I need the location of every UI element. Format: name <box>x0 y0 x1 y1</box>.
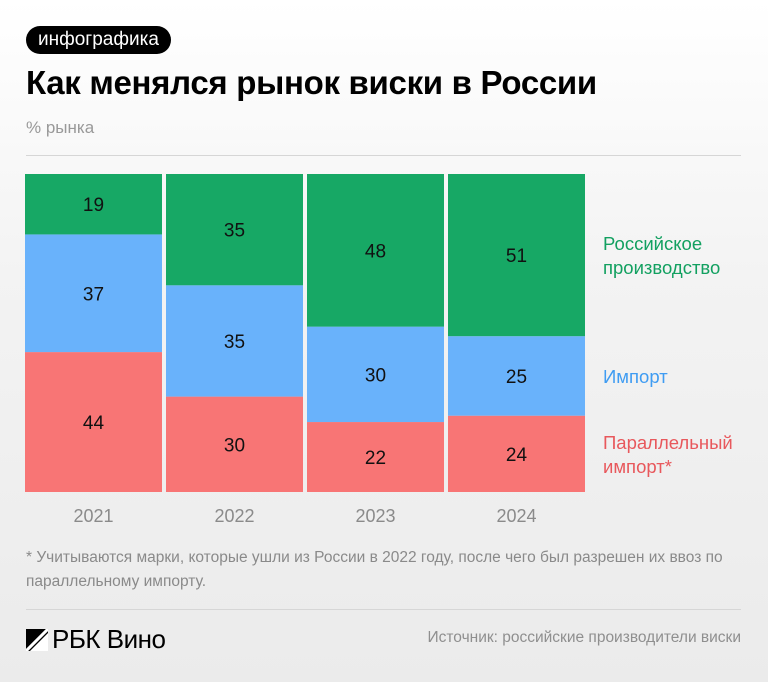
data-label: 19 <box>83 195 104 216</box>
data-label: 22 <box>365 448 386 469</box>
bar-segment <box>25 352 162 492</box>
x-tick-label: 2021 <box>73 506 113 526</box>
data-label: 48 <box>365 241 386 262</box>
bar-segment <box>307 422 444 492</box>
chart-title: Как менялся рынок виски в России <box>26 64 597 101</box>
legend-label: производство <box>603 257 720 278</box>
bar-segment <box>448 174 585 337</box>
stacked-bar-chart: 44 37 19 2021 30 35 35 2022 22 30 48 2023 24 25 51 2024… <box>25 174 733 526</box>
data-label: 51 <box>506 246 527 267</box>
legend-label: Импорт <box>603 366 668 387</box>
x-tick-label: 2022 <box>214 506 254 526</box>
chart-subtitle: % рынка <box>26 118 95 137</box>
bar-segment <box>25 234 162 353</box>
legend-label: импорт* <box>603 456 672 477</box>
legend-label: Российское <box>603 233 702 254</box>
divider <box>26 609 741 610</box>
data-label: 44 <box>83 413 105 434</box>
source: Источник: российские производители виски <box>427 629 741 646</box>
logo: РБК Вино <box>26 624 166 655</box>
bar-segment <box>166 285 303 397</box>
x-tick-label: 2023 <box>355 506 395 526</box>
bar-segment <box>166 396 303 492</box>
logo-icon <box>26 628 48 651</box>
legend-label: Параллельный <box>603 432 733 453</box>
bar-segment <box>166 174 303 286</box>
data-label: 35 <box>224 221 245 242</box>
bar-segment <box>448 415 585 492</box>
bar-segment <box>25 174 162 235</box>
data-label: 37 <box>83 284 104 305</box>
data-label: 35 <box>224 332 245 353</box>
divider <box>26 155 741 156</box>
data-label: 30 <box>224 435 245 456</box>
data-label: 25 <box>506 367 527 388</box>
bar-segment <box>448 336 585 416</box>
footnote: * Учитываются марки, которые ушли из Рос… <box>26 549 723 590</box>
data-label: 30 <box>365 365 386 386</box>
x-tick-label: 2024 <box>496 506 536 526</box>
bar-segment <box>307 326 444 423</box>
infographic-badge: инфографика <box>26 26 171 54</box>
logo-text: РБК Вино <box>52 624 166 654</box>
data-label: 24 <box>506 445 528 466</box>
bar-segment <box>307 174 444 327</box>
